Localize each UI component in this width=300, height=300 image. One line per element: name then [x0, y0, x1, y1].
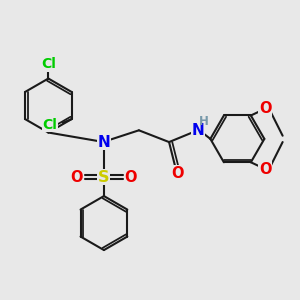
- Text: O: O: [259, 162, 272, 177]
- Text: H: H: [198, 115, 208, 128]
- Text: O: O: [71, 169, 83, 184]
- Text: O: O: [171, 166, 183, 181]
- Text: S: S: [98, 169, 110, 184]
- Text: Cl: Cl: [43, 118, 57, 132]
- Text: Cl: Cl: [41, 57, 56, 71]
- Text: O: O: [125, 169, 137, 184]
- Text: N: N: [98, 135, 110, 150]
- Text: O: O: [259, 101, 272, 116]
- Text: N: N: [191, 123, 204, 138]
